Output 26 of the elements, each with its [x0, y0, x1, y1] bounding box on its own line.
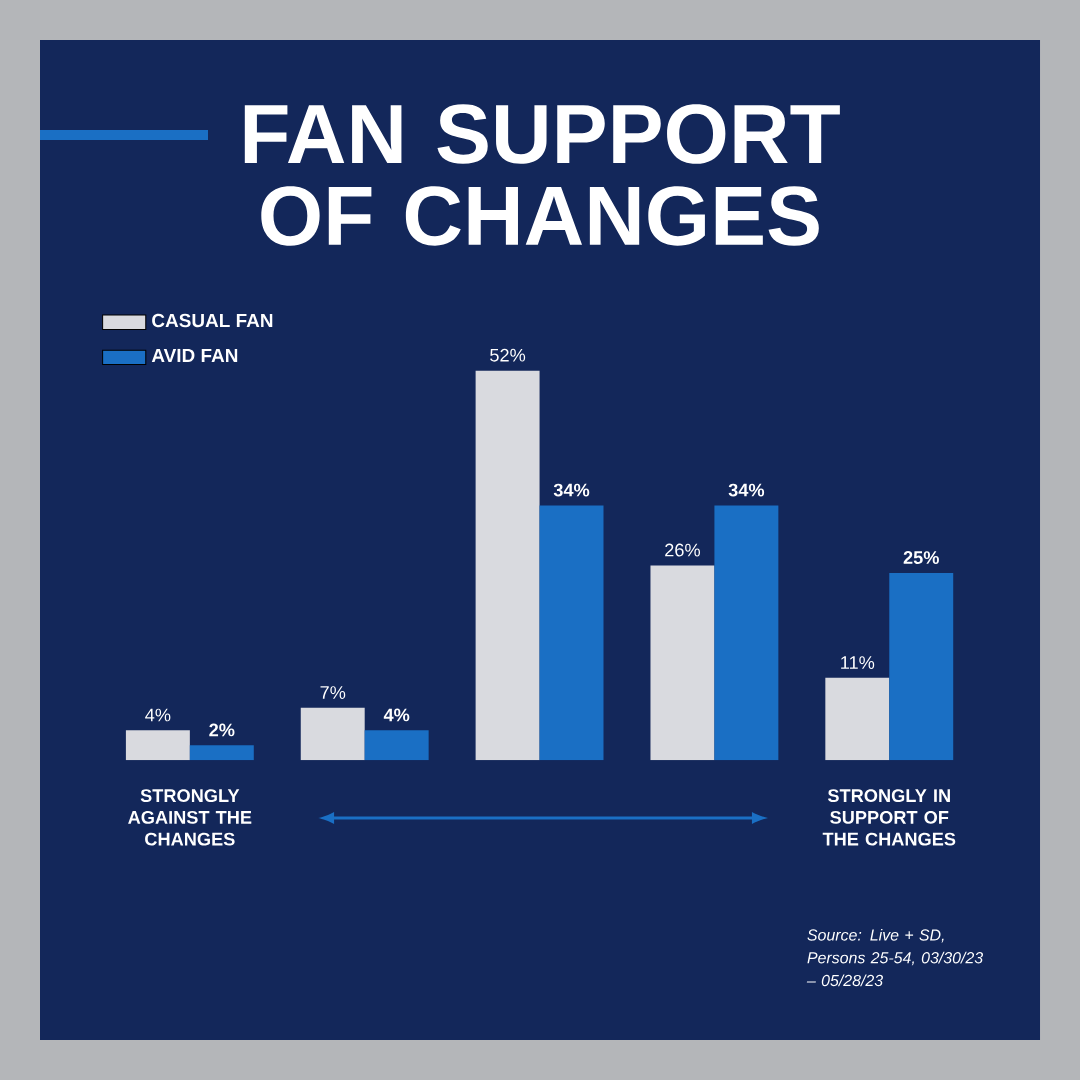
bar	[475, 370, 540, 761]
data-label: 52%	[490, 348, 526, 362]
data-label: 34%	[728, 483, 765, 497]
bar	[539, 505, 604, 761]
legend-label: CASUAL FAN	[152, 313, 273, 328]
x-tick-label: STRONGLY IN SUPPORT OF THE CHANGES	[822, 789, 956, 846]
bar	[300, 707, 365, 761]
bar	[714, 505, 779, 761]
x-tick-label: STRONGLY AGAINST THE CHANGES	[128, 789, 252, 846]
bar	[189, 745, 254, 761]
legend-label: AVID FAN	[151, 348, 238, 362]
source-note: Source: Live + SD, Persons 25-54, 03/30/23 – 05/28/23	[806, 928, 984, 987]
data-label: 11%	[841, 656, 875, 669]
bar	[364, 730, 429, 761]
data-label: 25%	[903, 551, 939, 564]
data-label: 4%	[383, 708, 410, 722]
bar	[125, 730, 190, 761]
bar	[889, 572, 954, 761]
chart-title: FAN SUPPORT OF CHANGES	[244, 104, 840, 246]
data-label: 26%	[665, 543, 701, 557]
bar	[825, 677, 890, 761]
data-label: 7%	[320, 686, 346, 699]
data-label: 4%	[145, 708, 171, 722]
data-label: 2%	[209, 723, 235, 737]
bar	[650, 565, 715, 761]
data-label: 34%	[553, 483, 590, 497]
